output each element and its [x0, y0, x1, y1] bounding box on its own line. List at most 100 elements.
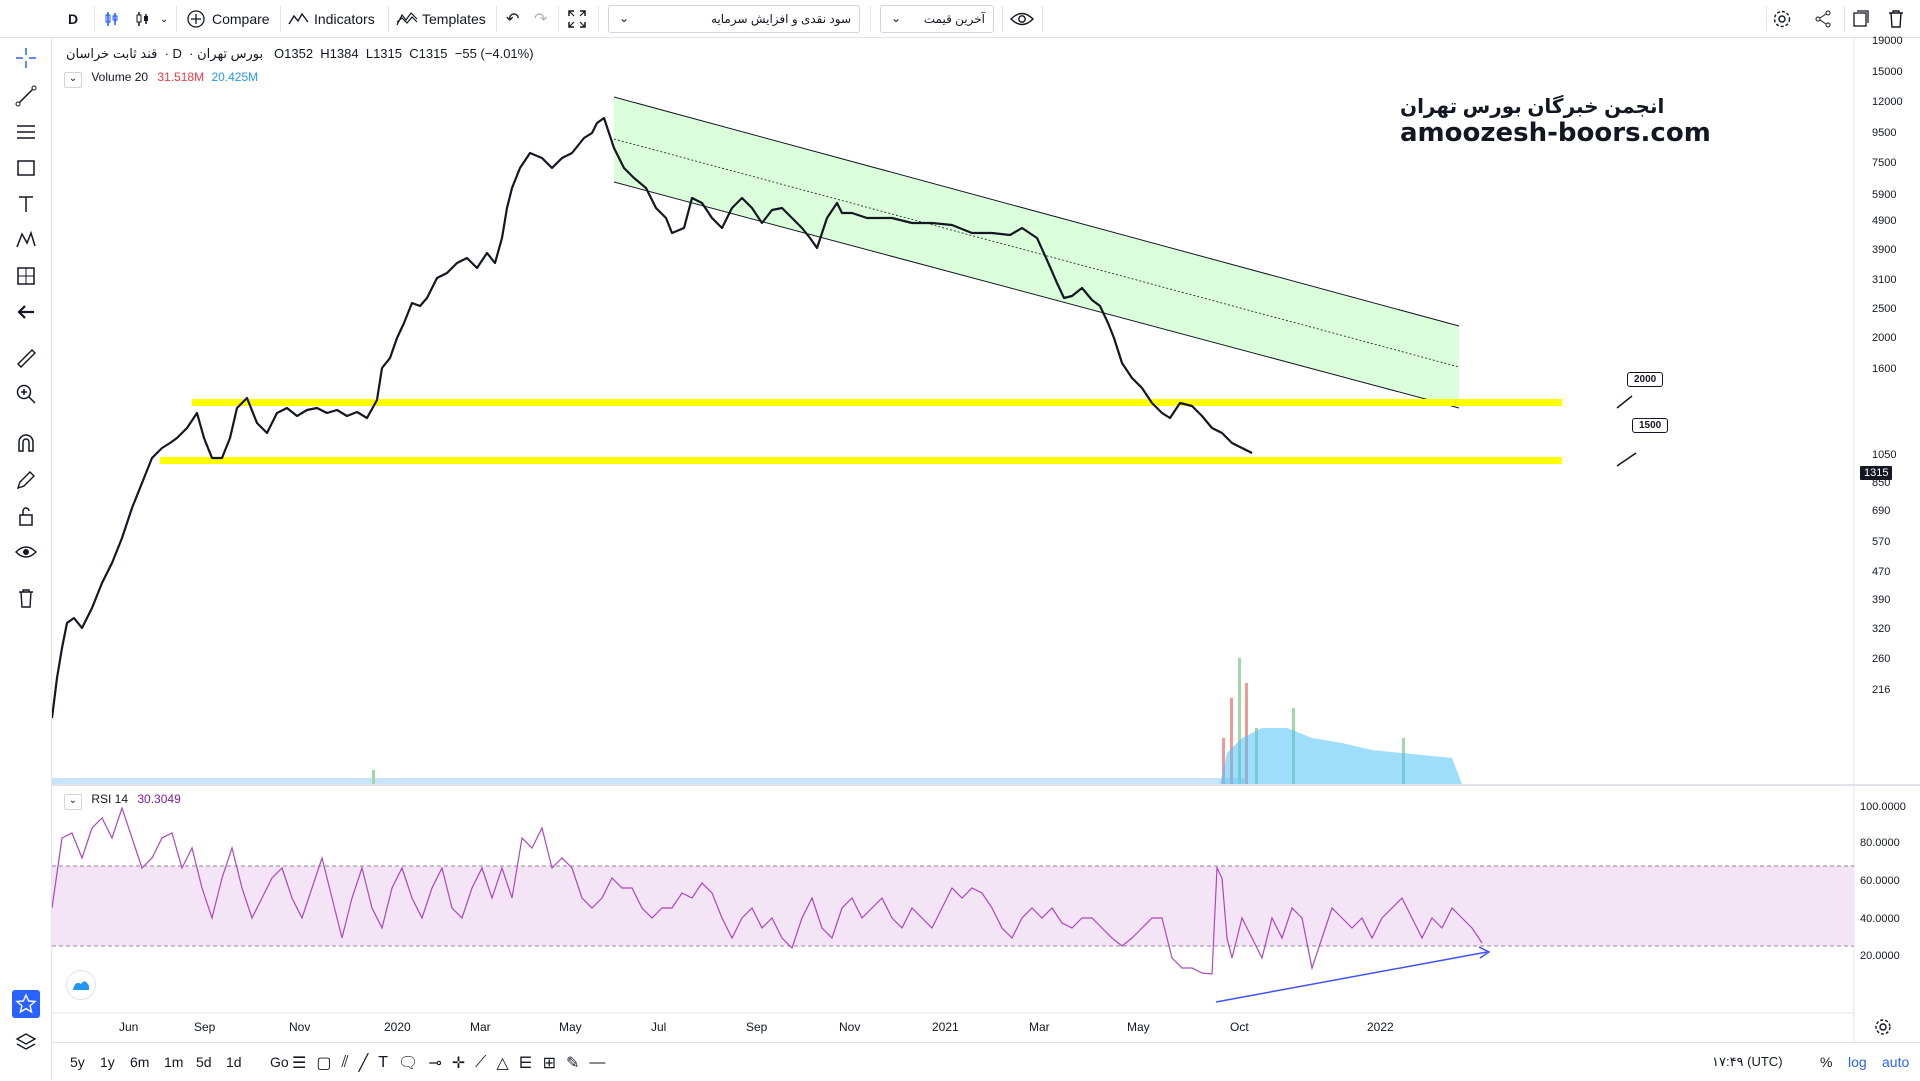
price-axis-label: 470	[1872, 566, 1891, 578]
back-arrow-icon[interactable]	[12, 298, 40, 326]
chart-area[interactable]: قند ثابت خراسان · D · بورس تهران O1352 H…	[52, 35, 1920, 1042]
log-toggle[interactable]: log	[1848, 1054, 1867, 1070]
layout-icon[interactable]	[1852, 0, 1870, 38]
symbol-name[interactable]: قند ثابت خراسان	[66, 46, 158, 61]
tradingview-logo-icon[interactable]	[66, 970, 96, 1000]
favorites-star-icon[interactable]	[12, 990, 40, 1018]
pencil-lock-icon[interactable]	[12, 466, 40, 494]
toolbar-divider	[1844, 6, 1845, 32]
support-line-2000[interactable]	[192, 399, 1562, 406]
unlock-icon[interactable]	[12, 502, 40, 530]
watermark-url: amoozesh-boors.com	[1400, 118, 1711, 148]
trash-icon[interactable]	[1888, 0, 1904, 38]
text-tool-icon[interactable]	[12, 190, 40, 218]
text-tool-icon[interactable]: T	[378, 1054, 389, 1071]
collapse-chevron-icon[interactable]: ⌄	[64, 794, 82, 810]
volume-value-1: 31.518M	[157, 70, 205, 84]
price-axis-label: 7500	[1872, 157, 1897, 169]
prediction-icon[interactable]: ⊞	[542, 1055, 557, 1072]
price-type-dropdown[interactable]: ⌄ آخرین قیمت	[880, 5, 994, 33]
price-axis-label: 320	[1872, 623, 1891, 635]
clock-time[interactable]: ۱۷:۴۹ (UTC)	[1712, 1054, 1783, 1069]
range-button-1m[interactable]: 1m	[164, 1054, 184, 1070]
magnet-icon[interactable]	[12, 430, 40, 458]
path-icon[interactable]: ⟋	[475, 1054, 487, 1071]
ohlc-open: 1352	[284, 46, 314, 61]
trend-line-icon[interactable]	[12, 82, 40, 110]
eye-icon[interactable]	[1010, 0, 1034, 38]
price-axis-label: 19000	[1872, 35, 1903, 47]
toolbar-divider	[870, 6, 871, 32]
interval-button[interactable]: D	[68, 11, 79, 27]
range-button-6m[interactable]: 6m	[130, 1054, 150, 1070]
rsi-trend-line[interactable]	[1215, 951, 1488, 1003]
time-axis-label: 2021	[932, 1020, 959, 1034]
range-button-1y[interactable]: 1y	[100, 1054, 115, 1070]
fullscreen-icon[interactable]	[568, 0, 586, 38]
time-axis-label: Sep	[194, 1020, 216, 1034]
price-axis-label: 1050	[1872, 449, 1897, 461]
undo-icon[interactable]: ↶	[506, 11, 520, 28]
horizontal-line-icon[interactable]: —	[589, 1054, 606, 1071]
layers-icon[interactable]	[12, 1028, 40, 1056]
chevron-down-icon[interactable]: ⌄	[160, 13, 169, 25]
eye-icon[interactable]	[12, 538, 40, 566]
horizontal-lines-icon[interactable]: ☰	[292, 1055, 307, 1072]
parallel-channel-icon[interactable]: ⫽	[341, 1054, 349, 1071]
range-button-5d[interactable]: 5d	[196, 1054, 212, 1070]
range-button-1d[interactable]: 1d	[226, 1054, 242, 1070]
settings-gear-icon[interactable]	[1772, 0, 1792, 38]
rectangle-icon[interactable]	[12, 154, 40, 182]
price-axis-label: 9500	[1872, 127, 1897, 139]
symbol-exchange: بورس تهران	[197, 46, 264, 61]
rectangle-icon[interactable]: ▢	[316, 1055, 332, 1072]
callout-icon[interactable]: 🗨	[398, 1055, 419, 1072]
chart-canvas[interactable]	[52, 38, 1920, 1042]
horizontal-lines-icon[interactable]	[12, 118, 40, 146]
callout-1500[interactable]: 1500	[1632, 418, 1669, 433]
price-type-dropdown-value: آخرین قیمت	[923, 12, 985, 26]
brush-icon[interactable]: ✎	[566, 1055, 580, 1072]
indicators-button[interactable]: Indicators	[288, 0, 375, 38]
rsi-series	[52, 806, 1483, 975]
time-axis-label: May	[1127, 1020, 1150, 1034]
price-series	[52, 116, 1253, 719]
redo-icon[interactable]: ↷	[534, 11, 548, 28]
ohlc-l-label: L	[365, 46, 374, 61]
horizontal-ray-icon[interactable]: ⊸	[428, 1055, 442, 1072]
pattern-icon[interactable]	[12, 226, 40, 254]
range-button-Go[interactable]: Go	[270, 1054, 289, 1070]
percent-toggle[interactable]: %	[1820, 1054, 1833, 1070]
time-axis-label: 2020	[384, 1020, 411, 1034]
rsi-value: 30.3049	[137, 792, 181, 806]
trend-line-icon[interactable]: ╱	[358, 1055, 369, 1072]
fundamental-dropdown[interactable]: ⌄ سود نقدی و افزایش سرمایه	[608, 5, 860, 33]
callout-2000[interactable]: 2000	[1627, 372, 1664, 387]
axis-settings-gear-icon[interactable]	[1874, 1018, 1892, 1041]
channel-lower-line[interactable]	[613, 181, 1460, 409]
triangle-icon[interactable]: △	[496, 1055, 509, 1072]
time-axis-label: Jul	[651, 1020, 667, 1034]
descending-channel[interactable]	[614, 97, 1459, 408]
ruler-icon[interactable]	[12, 344, 40, 372]
auto-toggle[interactable]: auto	[1882, 1054, 1910, 1070]
trash-icon[interactable]	[12, 584, 40, 612]
rsi-band	[52, 866, 1854, 946]
collapse-chevron-icon[interactable]: ⌄	[64, 72, 82, 88]
compare-button[interactable]: Compare	[186, 0, 270, 38]
cross-line-icon[interactable]: ✛	[451, 1055, 466, 1072]
price-axis-label: 4900	[1872, 215, 1897, 227]
range-button-5y[interactable]: 5y	[70, 1054, 85, 1070]
rsi-axis-label: 40.0000	[1860, 913, 1900, 925]
crosshair-icon[interactable]	[12, 44, 40, 72]
bar-style-icon[interactable]	[104, 0, 122, 38]
zoom-in-icon[interactable]	[12, 380, 40, 408]
fib-icon[interactable]: ⋿	[518, 1055, 533, 1072]
share-icon[interactable]	[1814, 0, 1832, 38]
chevron-down-icon: ⌄	[619, 11, 630, 25]
templates-button[interactable]: Templates	[396, 0, 486, 38]
prediction-icon[interactable]	[12, 262, 40, 290]
support-line-1500[interactable]	[160, 457, 1562, 464]
candle-style-icon[interactable]	[134, 0, 152, 38]
channel-upper-line[interactable]	[613, 96, 1460, 327]
